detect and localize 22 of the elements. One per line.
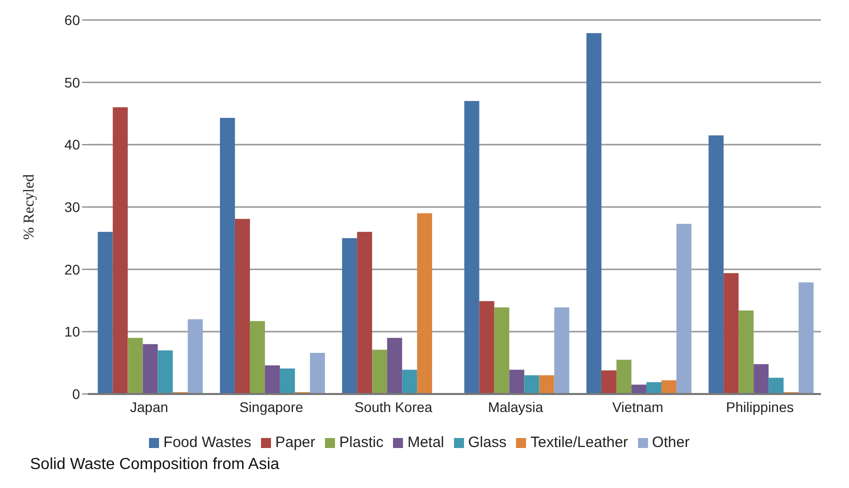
y-tick-label: 60 [64, 12, 80, 28]
y-tick-label: 40 [64, 136, 80, 153]
legend-label: Paper [275, 434, 316, 451]
x-tick-label: Singapore [239, 398, 304, 415]
x-tick-label: Japan [130, 398, 168, 415]
y-axis-title: % Recyled [21, 174, 38, 240]
legend-label: Plastic [339, 434, 384, 451]
x-tick-label: Malaysia [488, 398, 544, 415]
x-tick-label: Vietnam [612, 398, 664, 415]
x-tick-label: Philippines [726, 398, 794, 415]
y-tick-label: 50 [64, 74, 80, 90]
legend-label: Food Wastes [163, 434, 252, 451]
y-tick-label: 10 [64, 324, 80, 340]
y-tick-label: 0 [72, 386, 80, 402]
legend-label: Glass [468, 434, 506, 451]
legend-label: Textile/Leather [530, 434, 628, 451]
y-tick-label: 20 [64, 261, 80, 278]
legend-label: Other [652, 434, 690, 451]
legend-label: Metal [407, 434, 444, 451]
text: Solid Waste Composition from Asia [30, 456, 280, 474]
x-tick-label: South Korea [354, 398, 433, 415]
y-tick-label: 30 [64, 198, 80, 215]
